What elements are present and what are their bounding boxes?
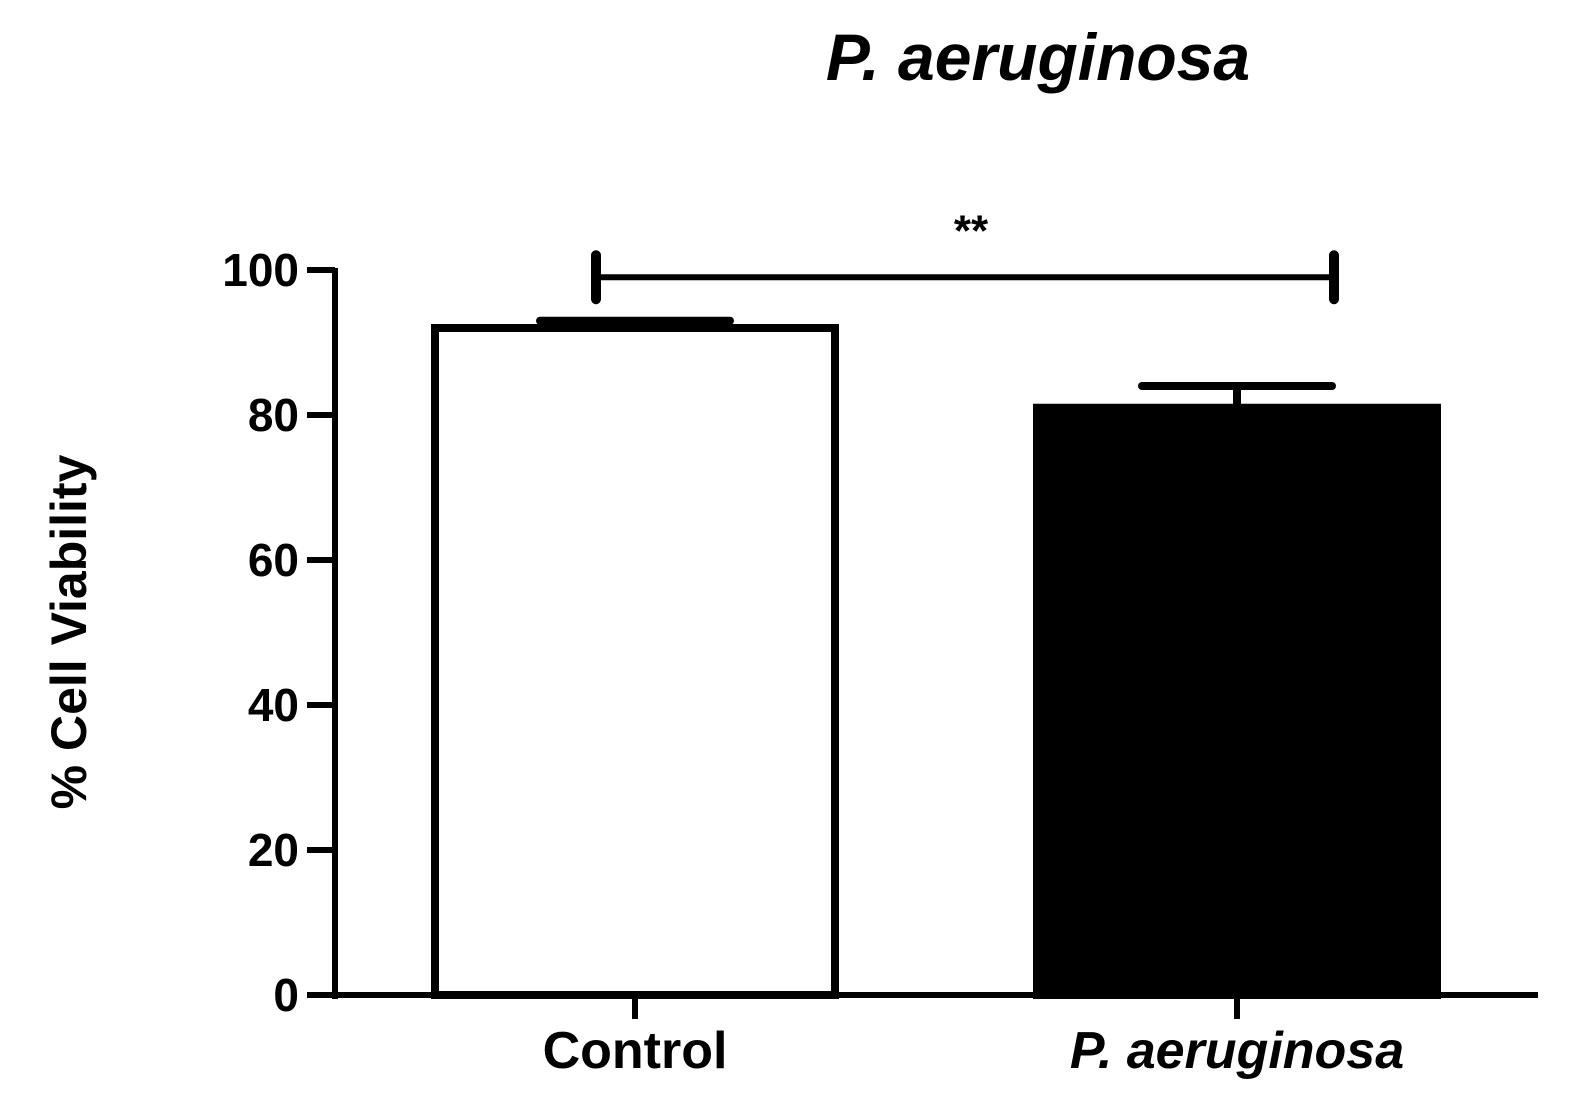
plot-area: 0 20 40 60 80 100 Control P. aeruginosa ** [222, 206, 1538, 1080]
significance-label: ** [954, 206, 989, 255]
bar-1 [1033, 403, 1441, 999]
y-tick-label-0: 0 [273, 969, 299, 1021]
chart-title: P. aeruginosa [826, 20, 1250, 94]
y-tick-label-40: 40 [248, 679, 299, 731]
x-tick-label-1: P. aeruginosa [1070, 1022, 1404, 1080]
y-axis-label: % Cell Viability [41, 454, 97, 809]
y-tick-label-80: 80 [248, 389, 299, 441]
bar-0 [431, 324, 839, 999]
y-tick-label-20: 20 [248, 824, 299, 876]
y-tick-label-60: 60 [248, 534, 299, 586]
x-tick-label-0: Control [543, 1022, 728, 1080]
y-tick-label-100: 100 [222, 244, 299, 296]
